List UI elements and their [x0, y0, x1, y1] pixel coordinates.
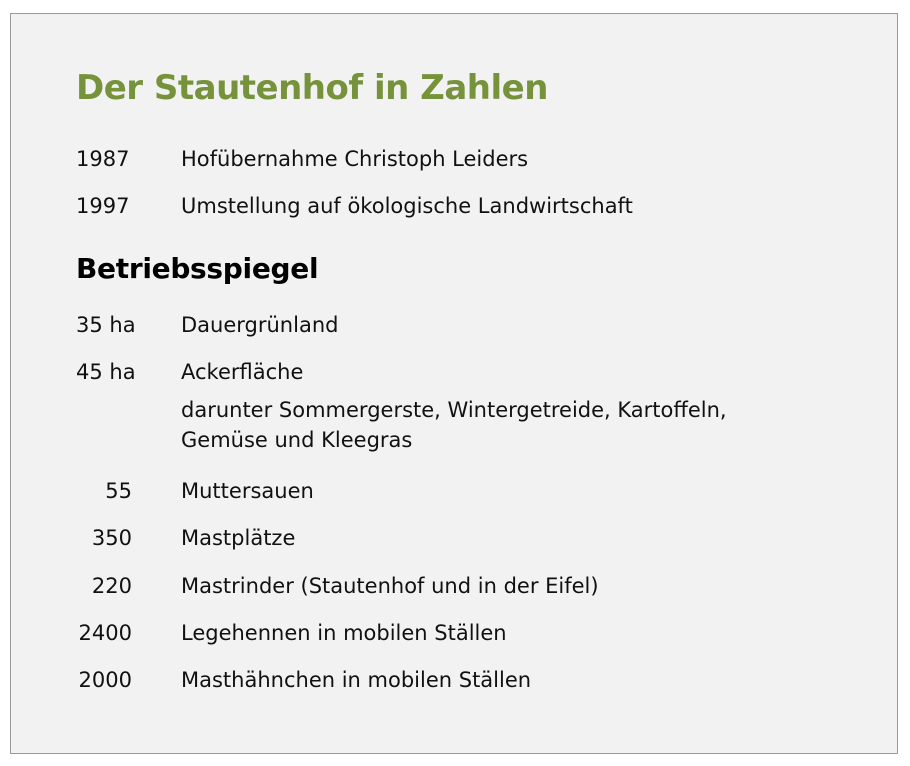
animal-text: Mastrinder (Stautenhof und in der Eifel)	[181, 574, 599, 598]
animal-text: Mastplätze	[181, 526, 296, 550]
section-title: Betriebsspiegel	[76, 252, 319, 285]
animal-text: Legehennen in mobilen Ställen	[181, 621, 507, 645]
animal-count: 55	[105, 479, 132, 503]
animal-count: 350	[91, 526, 132, 550]
land-text: Ackerfläche	[181, 360, 304, 384]
animal-count: 2400	[78, 621, 132, 645]
page-title: Der Stautenhof in Zahlen	[76, 68, 548, 108]
history-text: Hofübernahme Christoph Leiders	[181, 147, 529, 171]
land-text: Dauergrünland	[181, 313, 339, 337]
land-amount: 45 ha	[76, 360, 136, 384]
history-year: 1997	[76, 194, 130, 218]
animal-count: 2000	[78, 668, 132, 692]
info-card: Der Stautenhof in Zahlen 1987 Hofübernah…	[10, 13, 898, 754]
land-amount: 35 ha	[76, 313, 136, 337]
animal-text: Masthähnchen in mobilen Ställen	[181, 668, 532, 692]
history-text: Umstellung auf ökologische Landwirtschaf…	[181, 194, 633, 218]
land-note: darunter Sommergerste, Wintergetreide, K…	[181, 398, 727, 452]
animal-text: Muttersauen	[181, 479, 314, 503]
animal-count: 220	[91, 574, 132, 598]
history-year: 1987	[76, 147, 130, 171]
